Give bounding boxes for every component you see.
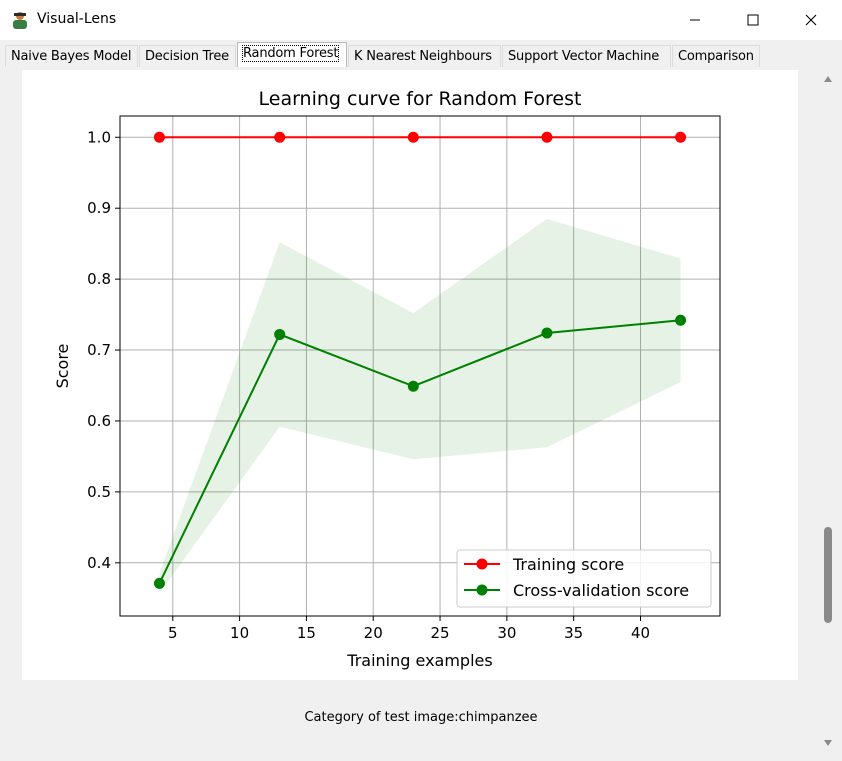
x-tick-label: 15 — [297, 624, 316, 642]
tab-label: Random Forest — [241, 45, 340, 62]
tab-label: Decision Tree — [145, 49, 229, 64]
tab-comparison[interactable]: Comparison — [672, 45, 760, 67]
data-point — [541, 327, 553, 339]
data-point — [274, 131, 286, 143]
data-point — [274, 328, 286, 340]
data-point — [153, 577, 165, 589]
legend-label: Cross-validation score — [513, 581, 689, 600]
tab-k-nearest-neighbours[interactable]: K Nearest Neighbours — [348, 45, 501, 67]
x-tick-label: 25 — [430, 624, 449, 642]
title-bar[interactable]: Visual-Lens — [0, 0, 842, 40]
app-logo-icon — [13, 12, 27, 29]
data-point — [675, 131, 687, 143]
y-tick-label: 0.5 — [87, 483, 111, 501]
legend-marker — [476, 584, 488, 596]
window-title: Visual-Lens — [37, 11, 117, 27]
y-axis-label: Score — [53, 344, 72, 389]
data-point — [153, 131, 165, 143]
y-tick-label: 0.8 — [87, 270, 111, 288]
maximize-button[interactable] — [724, 0, 782, 40]
legend-marker — [476, 558, 488, 570]
y-tick-label: 0.6 — [87, 412, 111, 430]
x-tick-label: 35 — [564, 624, 583, 642]
close-icon — [805, 14, 817, 26]
x-tick-label: 30 — [497, 624, 516, 642]
tab-label: Support Vector Machine — [508, 49, 660, 64]
tab-support-vector-machine[interactable]: Support Vector Machine — [502, 45, 671, 67]
test-image-category-label: Category of test image:chimpanzee — [304, 710, 538, 725]
scroll-down-arrow-icon — [824, 740, 832, 746]
y-tick-label: 1.0 — [87, 128, 111, 146]
chart-title: Learning curve for Random Forest — [259, 88, 582, 110]
tab-random-forest[interactable]: Random Forest — [237, 42, 347, 67]
learning-curve-chart: 5 10 15 20 25 30 35 40 0.4 0.5 0.6 0.7 0.8 0.9 1.0 Lear… — [53, 88, 721, 670]
data-point — [675, 314, 687, 326]
tab-naive-bayes[interactable]: Naive Bayes Model — [5, 45, 138, 67]
data-point — [407, 380, 419, 392]
data-point — [407, 131, 419, 143]
close-button[interactable] — [782, 0, 840, 40]
vertical-scrollbar[interactable] — [817, 68, 839, 754]
tab-bar: Naive Bayes Model Decision Tree Random F… — [0, 42, 842, 68]
tab-label: K Nearest Neighbours — [354, 49, 492, 64]
confidence-band — [159, 218, 681, 594]
plot-panel: 5 10 15 20 25 30 35 40 0.4 0.5 0.6 0.7 0.8 0.9 1.0 Lear… — [22, 70, 798, 680]
scroll-down-button[interactable] — [817, 732, 839, 754]
data-point — [541, 131, 553, 143]
legend: Training score Cross-validation score — [456, 549, 712, 608]
x-axis-label: Training examples — [346, 651, 492, 670]
maximize-icon — [747, 14, 759, 26]
y-tick-label: 0.7 — [87, 341, 111, 359]
minimize-icon — [690, 19, 700, 21]
x-tick-label: 40 — [631, 624, 650, 642]
plot-frame — [119, 115, 721, 617]
tab-decision-tree[interactable]: Decision Tree — [139, 45, 236, 67]
scroll-up-arrow-icon — [824, 76, 832, 82]
x-tick-label: 5 — [168, 624, 178, 642]
legend-box — [456, 549, 712, 608]
tab-label: Comparison — [678, 49, 754, 64]
tab-label: Naive Bayes Model — [11, 49, 132, 64]
scroll-up-button[interactable] — [817, 68, 839, 90]
legend-label: Training score — [512, 555, 624, 574]
minimize-button[interactable] — [666, 0, 724, 40]
y-tick-label: 0.4 — [87, 554, 111, 572]
x-tick-label: 10 — [230, 624, 249, 642]
x-tick-label: 20 — [364, 624, 383, 642]
scroll-thumb[interactable] — [824, 527, 832, 623]
y-tick-label: 0.9 — [87, 199, 111, 217]
